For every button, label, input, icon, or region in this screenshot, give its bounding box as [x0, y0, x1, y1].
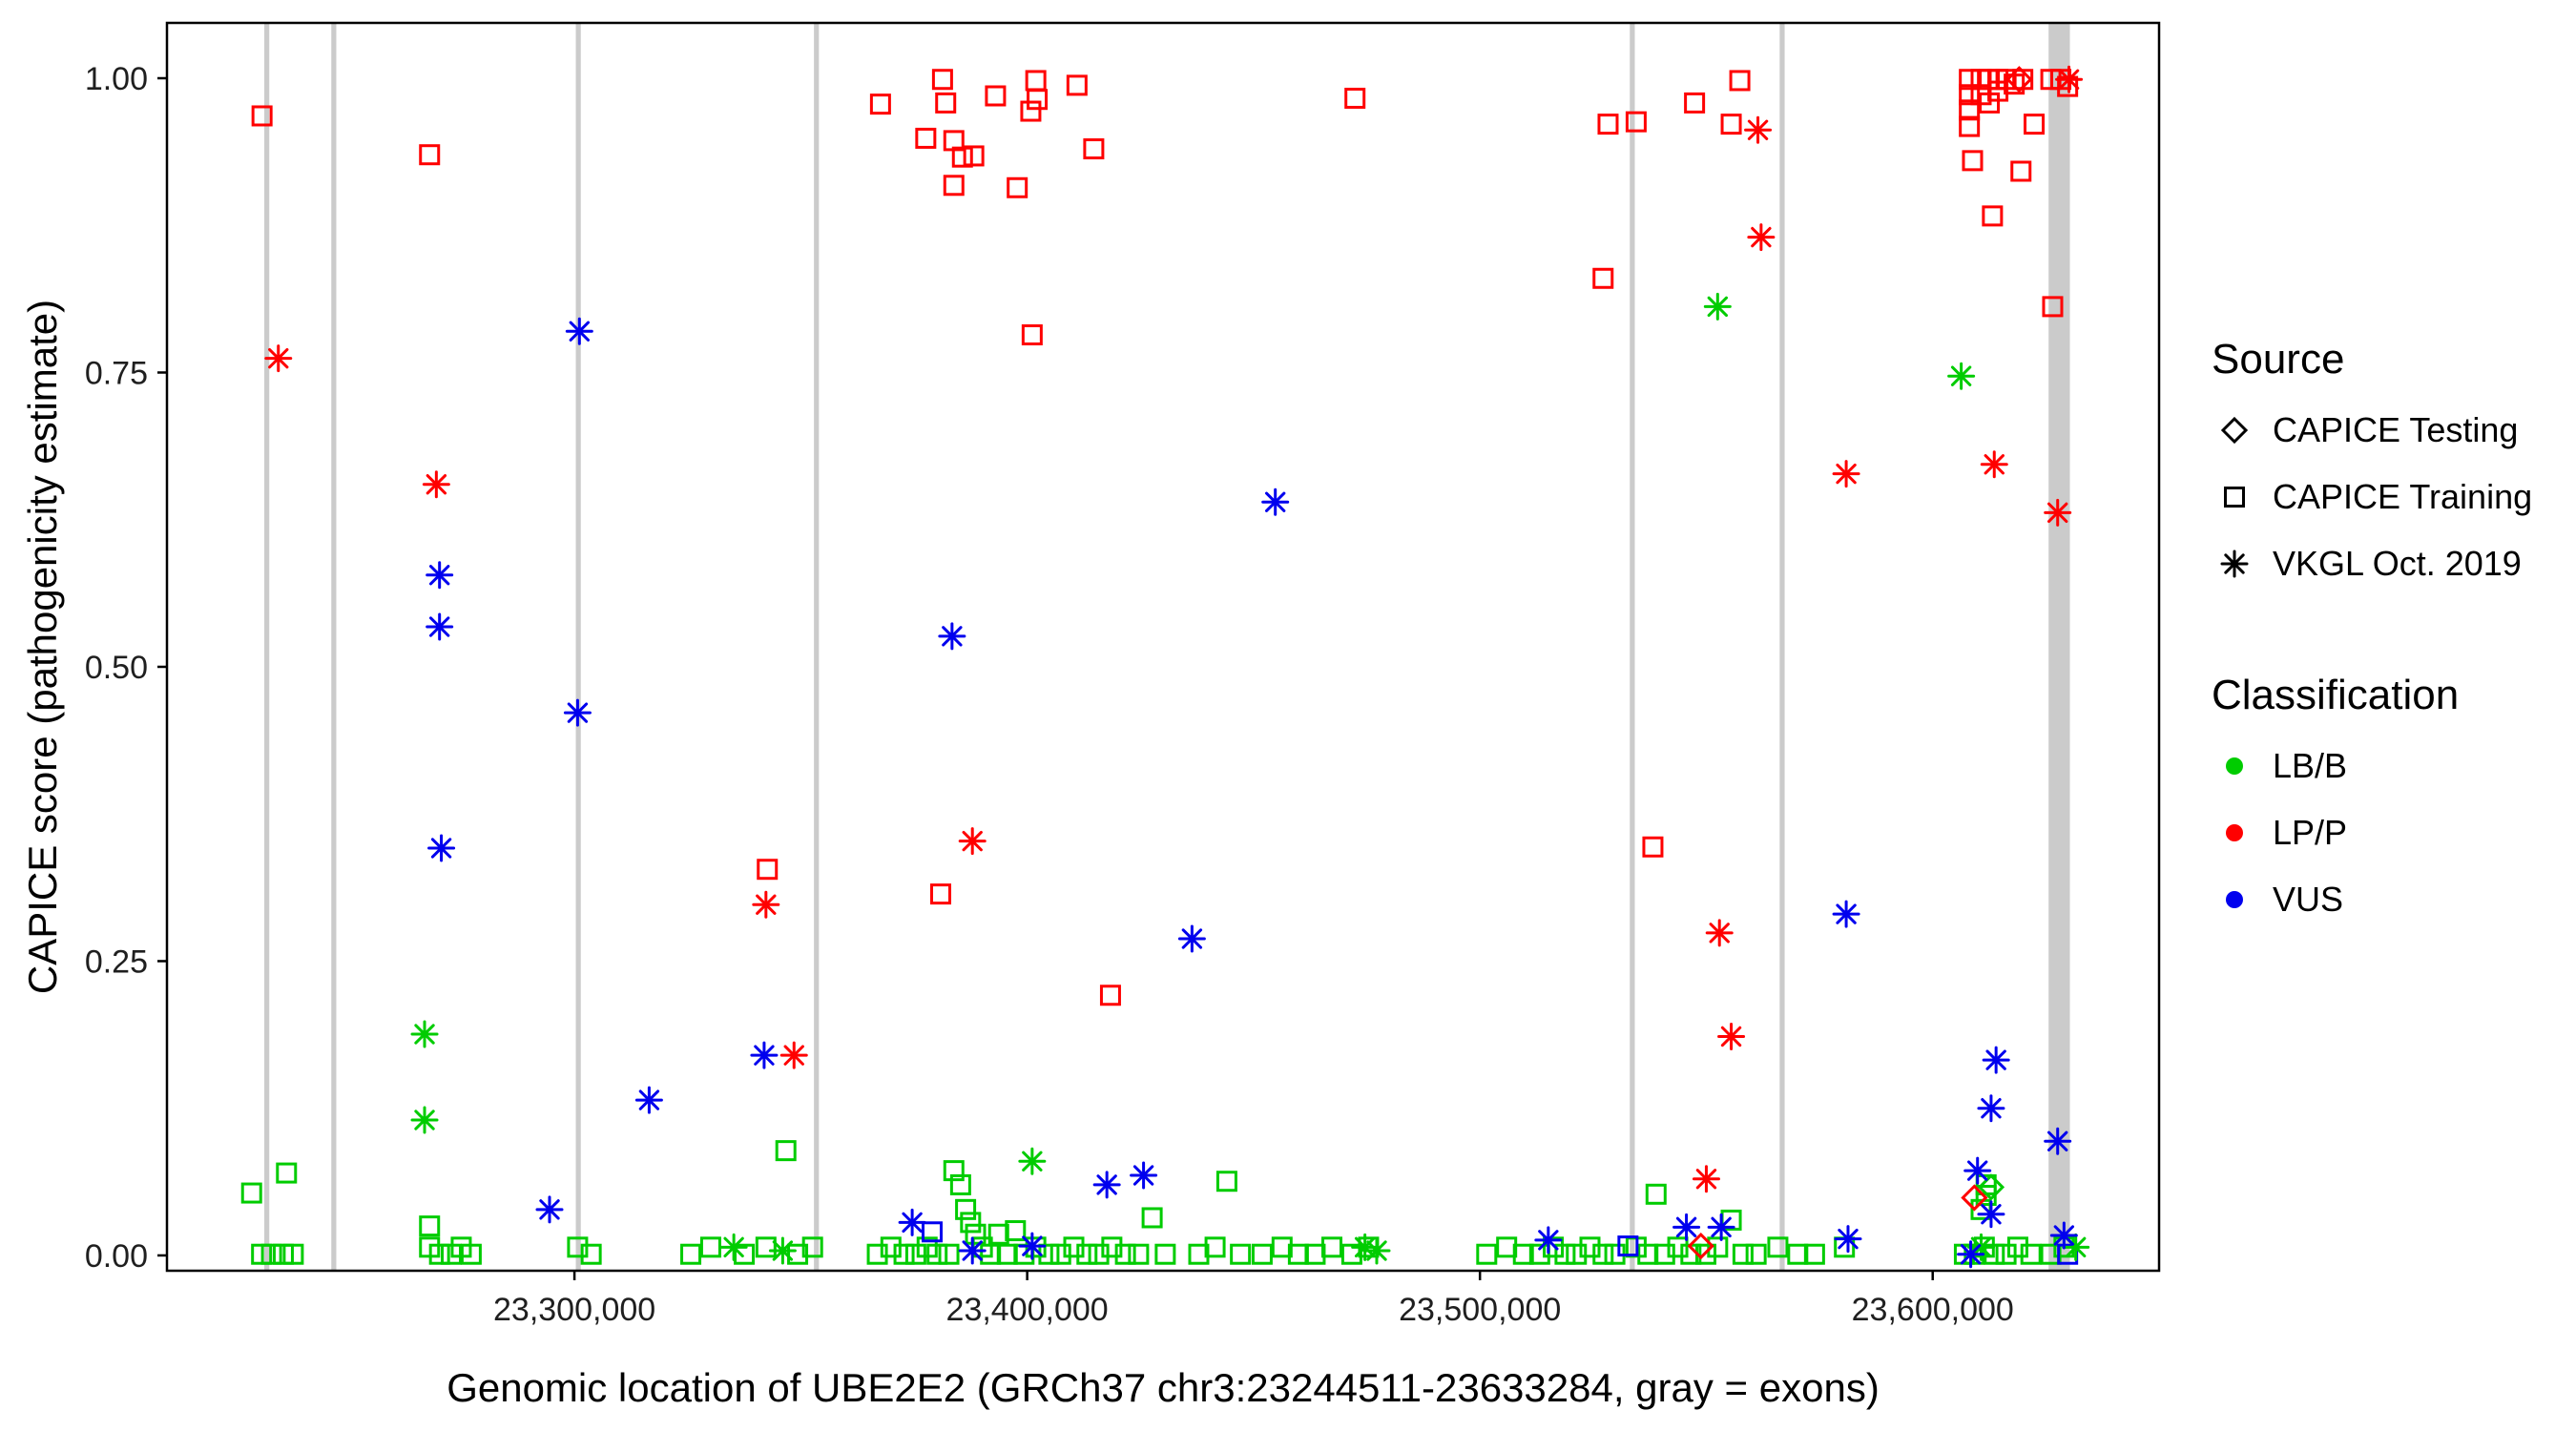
source-legend-label: VKGL Oct. 2019	[2273, 544, 2522, 583]
square-icon	[2224, 487, 2245, 508]
legend-source-items: CAPICE Testing CAPICE Training VKGL Oct. 2…	[2212, 404, 2532, 590]
x-tick-label: 23,300,000	[493, 1292, 655, 1328]
classification-legend-item-vus: VUS	[2212, 874, 2532, 925]
legend-classification-items: LB/B LP/P VUS	[2212, 740, 2532, 925]
series-training-vus	[921, 1221, 2079, 1265]
source-legend-item-vkgl-oct-2019: VKGL Oct. 2019	[2212, 538, 2532, 590]
series-testing-lpp	[1687, 66, 2033, 1260]
classification-legend-label: VUS	[2273, 880, 2344, 919]
diamond-icon	[2220, 416, 2249, 445]
legend-classification-section: Classification LB/B LP/P VUS	[2212, 672, 2532, 925]
asterisk-icon	[2220, 550, 2249, 578]
source-legend-item-capice-testing: CAPICE Testing	[2212, 404, 2532, 456]
classification-legend-label: LB/B	[2273, 746, 2348, 785]
series-training-lpp	[251, 69, 2079, 1006]
source-legend-label: CAPICE Testing	[2273, 410, 2519, 449]
y-tick-label: 0.75	[85, 355, 148, 391]
source-legend-item-capice-training: CAPICE Training	[2212, 471, 2532, 523]
exon-region	[264, 23, 270, 1271]
exon-region	[814, 23, 820, 1271]
dot-icon	[2226, 824, 2243, 841]
y-tick-label: 0.00	[85, 1238, 148, 1275]
exon-region	[575, 23, 581, 1271]
legend-source-section: Source CAPICE Testing CAPICE Training VKGL…	[2212, 336, 2532, 590]
series-testing-lbb	[1977, 1173, 2005, 1201]
series-vkgl-lpp	[264, 65, 2084, 1193]
y-tick-label: 1.00	[85, 61, 148, 97]
series-vkgl-lbb	[410, 292, 2090, 1265]
series-vkgl-vus	[426, 317, 2078, 1269]
classification-legend-item-lb-b: LB/B	[2212, 740, 2532, 792]
x-axis-title: Genomic location of UBE2E2 (GRCh37 chr3:…	[447, 1365, 1880, 1410]
legend: Source CAPICE Testing CAPICE Training VKGL…	[2212, 336, 2532, 925]
x-tick-label: 23,600,000	[1852, 1292, 2014, 1328]
panel-border	[165, 21, 2161, 1273]
source-legend-label: CAPICE Training	[2273, 477, 2533, 516]
x-tick-label: 23,400,000	[946, 1292, 1109, 1328]
x-tick-label: 23,500,000	[1399, 1292, 1561, 1328]
classification-legend-item-lp-p: LP/P	[2212, 807, 2532, 859]
legend-source-title: Source	[2212, 336, 2345, 383]
dot-icon	[2226, 757, 2243, 775]
y-tick-label: 0.25	[85, 944, 148, 980]
exon-region	[1630, 23, 1635, 1271]
exon-region	[2048, 23, 2070, 1271]
y-tick-label: 0.50	[85, 650, 148, 686]
exon-region	[1779, 23, 1785, 1271]
exon-region	[331, 23, 337, 1271]
classification-legend-label: LP/P	[2273, 813, 2348, 852]
dot-icon	[2226, 891, 2243, 908]
series-training-lbb	[240, 1140, 2075, 1265]
legend-classification-title: Classification	[2212, 672, 2460, 718]
y-axis-title: CAPICE score (pathogenicity estimate)	[20, 299, 65, 995]
